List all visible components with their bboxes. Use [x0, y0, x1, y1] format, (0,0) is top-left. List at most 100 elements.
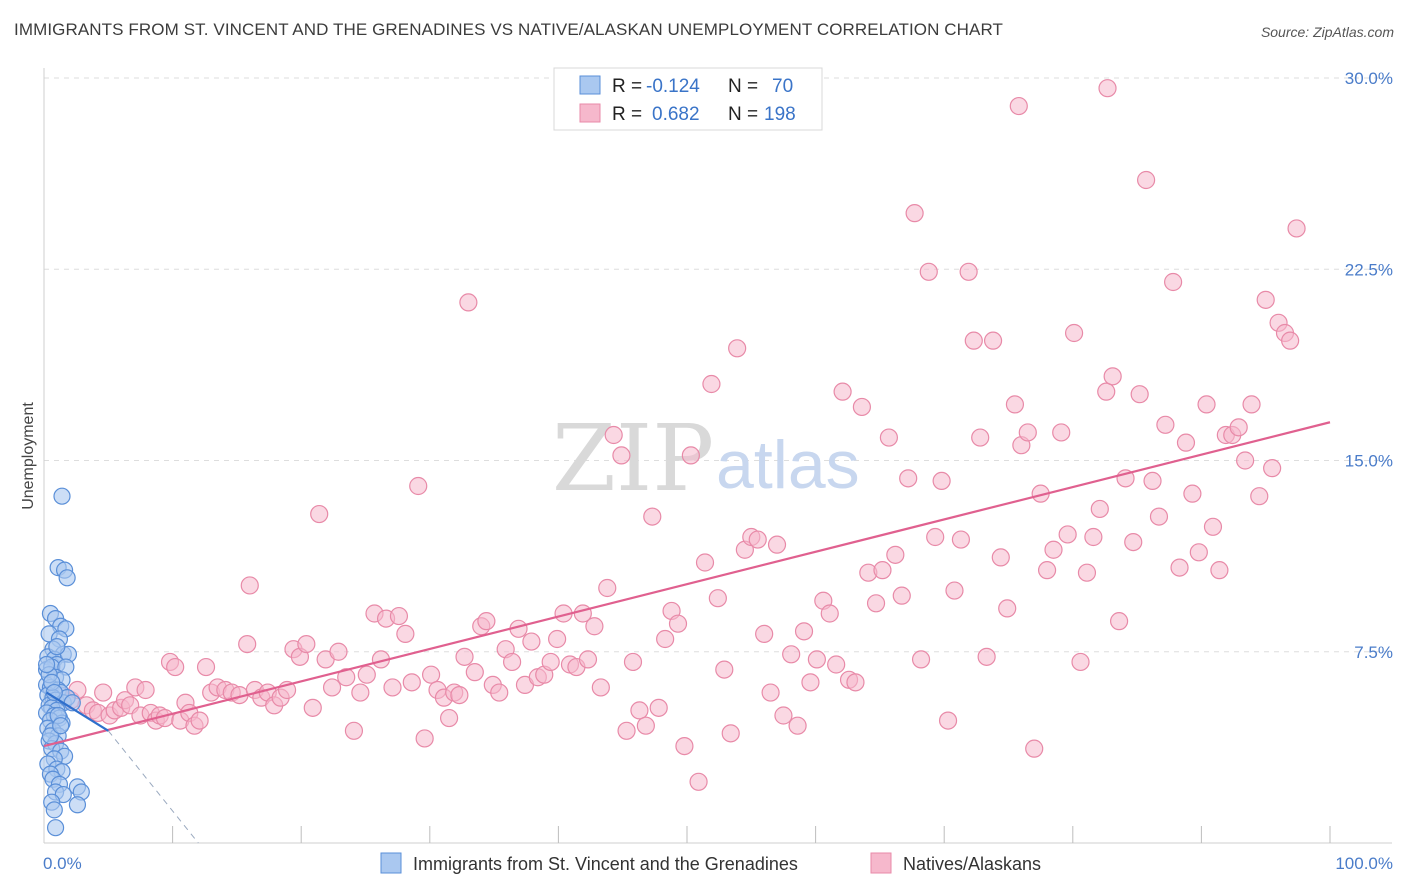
- natives-point: [1183, 484, 1202, 503]
- natives-point: [190, 711, 209, 730]
- natives-point: [1090, 499, 1109, 519]
- immigrants-point: [58, 569, 76, 587]
- natives-point: [1156, 415, 1175, 434]
- natives-point: [465, 663, 484, 682]
- immigrants-point: [52, 717, 70, 735]
- legend-n-label: N =: [728, 76, 758, 97]
- natives-point: [1164, 272, 1183, 292]
- natives-point: [1077, 563, 1097, 582]
- natives-point: [1210, 561, 1229, 580]
- natives-point: [94, 683, 113, 702]
- natives-point: [1052, 423, 1071, 442]
- natives-point: [681, 446, 700, 465]
- natives-point: [1281, 331, 1300, 350]
- natives-point: [945, 581, 964, 600]
- natives-point: [329, 642, 348, 661]
- natives-point: [991, 548, 1010, 567]
- natives-point: [708, 589, 727, 608]
- chart-title: IMMIGRANTS FROM ST. VINCENT AND THE GREN…: [14, 20, 1004, 39]
- natives-point: [1103, 367, 1122, 386]
- trend-lines: [43, 421, 1331, 844]
- natives-point: [297, 634, 316, 654]
- natives-point: [977, 647, 996, 666]
- natives-point: [675, 736, 694, 756]
- natives-point: [548, 629, 567, 649]
- natives-point: [196, 657, 216, 677]
- natives-point: [409, 476, 428, 496]
- y-tick-label: 22.5%: [1345, 260, 1393, 279]
- natives-point: [439, 708, 459, 728]
- natives-point: [774, 706, 793, 725]
- natives-point: [1287, 219, 1306, 238]
- immigrants-point: [46, 819, 65, 837]
- natives-point: [919, 262, 938, 281]
- natives-point: [1098, 79, 1117, 98]
- immigrants-trend-line: [45, 691, 109, 732]
- natives-point: [136, 680, 155, 700]
- natives-point: [873, 561, 892, 580]
- immigrants-trend-extension: [107, 730, 199, 844]
- natives-point: [748, 530, 767, 549]
- legend-swatch-immigrants: [380, 852, 402, 874]
- series-legend: Immigrants from St. Vincent and the Gren…: [380, 852, 1041, 874]
- legend-swatch-natives: [870, 852, 892, 874]
- natives-point: [303, 698, 322, 717]
- natives-trend-line: [43, 421, 1331, 748]
- natives-point: [310, 504, 329, 524]
- natives-point: [886, 545, 905, 564]
- legend-r-value: -0.124: [646, 76, 700, 97]
- natives-point: [1203, 517, 1223, 536]
- natives-point: [522, 632, 541, 651]
- natives-point: [351, 683, 370, 702]
- immigrants-point: [68, 796, 87, 814]
- natives-point: [695, 553, 715, 572]
- watermark: ZIP atlas: [552, 405, 860, 512]
- natives-point: [1124, 532, 1143, 552]
- natives-point: [1242, 395, 1261, 414]
- natives-point: [459, 293, 478, 312]
- legend-label-natives: Natives/Alaskans: [903, 854, 1041, 874]
- natives-point: [1236, 451, 1255, 470]
- x-tick-label: 100.0%: [1335, 854, 1393, 873]
- natives-point: [344, 721, 364, 740]
- natives-point: [879, 428, 899, 447]
- legend-swatch-pink: [579, 103, 601, 123]
- natives-point: [322, 678, 342, 697]
- natives-point: [1176, 433, 1196, 452]
- natives-point: [636, 716, 655, 735]
- natives-point: [541, 652, 560, 672]
- natives-point: [964, 331, 983, 350]
- natives-point: [1189, 543, 1208, 562]
- natives-point: [788, 716, 807, 735]
- natives-point: [728, 339, 747, 358]
- natives-point: [899, 469, 918, 488]
- watermark-atlas: atlas: [716, 427, 860, 503]
- natives-point: [643, 507, 662, 526]
- natives-point: [240, 576, 259, 595]
- natives-point: [905, 204, 924, 223]
- legend-n-label: N =: [728, 104, 758, 125]
- correlation-legend: R = -0.124 N = 70 R = 0.682 N = 198: [553, 67, 823, 131]
- natives-point: [617, 721, 636, 740]
- natives-point: [866, 594, 886, 613]
- natives-point: [649, 698, 668, 717]
- tick-labels: 7.5% 15.0% 22.5% 30.0% 0.0% 100.0%: [43, 69, 1393, 873]
- natives-point: [1229, 418, 1248, 437]
- natives-point: [807, 650, 826, 669]
- natives-point: [938, 711, 958, 730]
- natives-point: [1025, 739, 1044, 758]
- natives-point: [591, 678, 610, 697]
- immigrants-point: [53, 487, 71, 505]
- natives-point: [1137, 170, 1156, 190]
- natives-point: [1071, 652, 1090, 672]
- natives-point: [1097, 382, 1116, 401]
- natives-point: [668, 614, 688, 633]
- natives-point: [911, 650, 931, 669]
- natives-point: [689, 772, 708, 791]
- natives-point: [846, 673, 865, 692]
- natives-point: [820, 604, 839, 623]
- source-label: Source: ZipAtlas.com: [1260, 24, 1394, 40]
- natives-point: [656, 629, 675, 649]
- natives-point: [833, 382, 852, 401]
- immigrants-point: [45, 801, 63, 819]
